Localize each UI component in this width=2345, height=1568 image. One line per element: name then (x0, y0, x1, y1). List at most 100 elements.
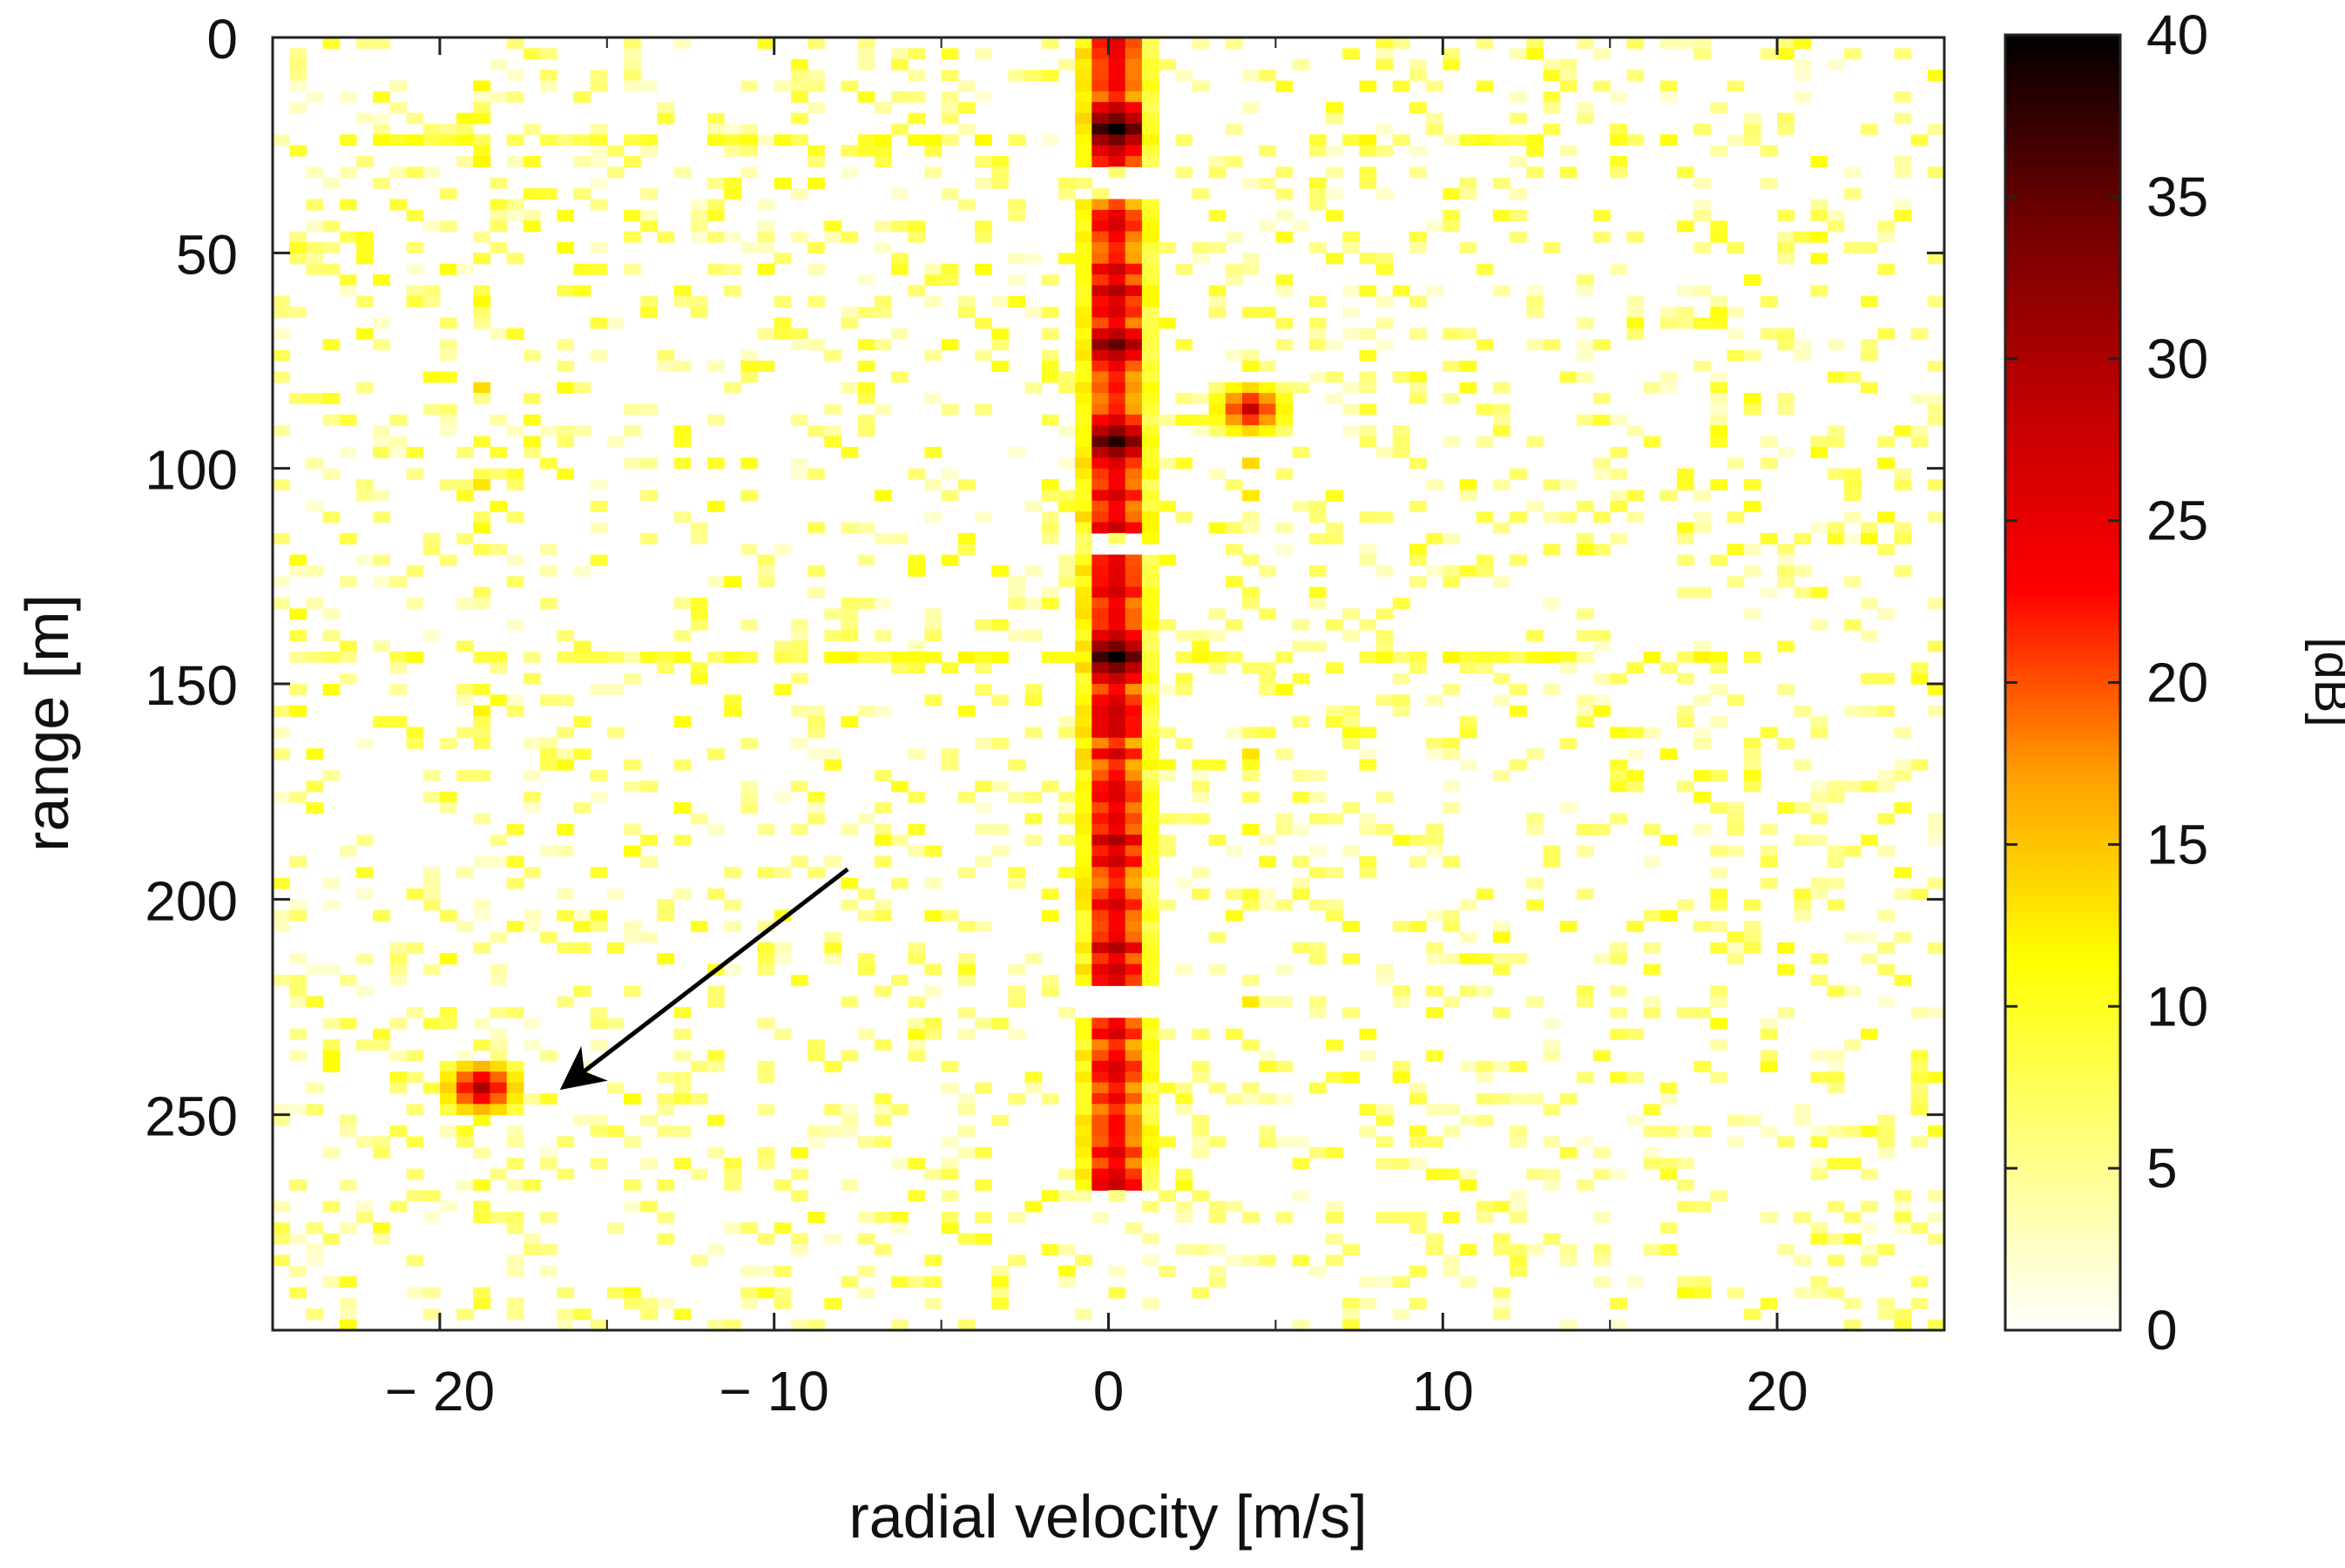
heatmap-cell (1610, 1007, 1627, 1018)
heatmap-cell (1861, 1125, 1878, 1137)
heatmap-cell (590, 479, 608, 490)
heatmap-cell (1259, 1125, 1276, 1137)
heatmap-cell (1459, 931, 1477, 943)
heatmap-cell (1492, 651, 1510, 663)
heatmap-cell (706, 1114, 725, 1126)
heatmap-cell (389, 651, 408, 663)
heatmap-cell (623, 37, 641, 49)
heatmap-cell (924, 1254, 943, 1267)
heatmap-cell (1342, 241, 1360, 253)
heatmap-cell (1459, 1114, 1477, 1126)
heatmap-cell (757, 1017, 775, 1030)
heatmap-cell (1242, 554, 1260, 566)
heatmap-cell (1676, 220, 1694, 233)
heatmap-cell (590, 684, 608, 695)
heatmap-cell (1375, 1276, 1394, 1288)
heatmap-cell (1041, 1092, 1059, 1105)
heatmap-cell (673, 361, 692, 372)
heatmap-cell (1024, 382, 1043, 394)
heatmap-cell (1443, 576, 1461, 588)
heatmap-cell (1426, 909, 1443, 922)
heatmap-cell (1409, 855, 1427, 868)
heatmap-cell (1610, 1071, 1627, 1084)
heatmap-cell (406, 295, 424, 308)
heatmap-cell (1292, 618, 1310, 631)
heatmap-cell (924, 651, 943, 663)
heatmap-cell (957, 963, 976, 976)
heatmap-cell (1125, 393, 1143, 405)
heatmap-cell (891, 1158, 909, 1170)
heatmap-cell (355, 156, 374, 167)
heatmap-cell (1175, 1244, 1193, 1256)
heatmap-cell (1108, 328, 1126, 340)
heatmap-cell (1877, 1114, 1896, 1126)
heatmap-cell (1091, 931, 1110, 943)
heatmap-cell (1292, 220, 1310, 233)
heatmap-cell (1075, 1136, 1092, 1148)
heatmap-cell (1091, 888, 1110, 900)
heatmap-cell (1359, 285, 1377, 297)
heatmap-cell (1359, 1028, 1377, 1040)
heatmap-cell (1108, 1190, 1126, 1202)
heatmap-cell (1275, 823, 1294, 835)
heatmap-cell (540, 598, 558, 610)
heatmap-cell (322, 963, 341, 976)
heatmap-cell (1375, 145, 1394, 157)
heatmap-cell (1342, 1297, 1360, 1309)
heatmap-cell (406, 468, 424, 480)
heatmap-cell (306, 1254, 324, 1267)
heatmap-cell (941, 1060, 959, 1072)
heatmap-cell (1125, 112, 1143, 125)
heatmap-cell (1325, 112, 1343, 125)
heatmap-cell (874, 909, 892, 922)
heatmap-cell (1108, 436, 1126, 448)
heatmap-cell (1710, 220, 1728, 233)
heatmap-cell (1141, 403, 1159, 416)
heatmap-cell (1075, 942, 1092, 954)
heatmap-cell (289, 791, 307, 803)
heatmap-cell (1242, 511, 1260, 524)
heatmap-cell (1710, 662, 1728, 674)
heatmap-cell (273, 1233, 290, 1245)
heatmap-cell (1626, 921, 1645, 933)
heatmap-cell (1091, 1071, 1110, 1084)
heatmap-cell (1108, 737, 1126, 749)
heatmap-cell (874, 802, 892, 814)
heatmap-cell (1543, 598, 1561, 610)
heatmap-cell (974, 156, 992, 167)
heatmap-cell (557, 1287, 575, 1299)
heatmap-cell (1125, 1114, 1143, 1126)
heatmap-cell (1275, 80, 1294, 92)
heatmap-cell (1576, 414, 1594, 426)
heatmap-cell (1409, 1136, 1427, 1148)
heatmap-cell (857, 888, 875, 900)
heatmap-cell (640, 457, 658, 470)
heatmap-cell (1426, 835, 1443, 847)
heatmap-cell (1075, 145, 1092, 157)
heatmap-cell (824, 748, 842, 760)
heatmap-cell (339, 274, 357, 287)
heatmap-cell (1141, 630, 1159, 642)
heatmap-cell (1141, 58, 1159, 71)
heatmap-cell (473, 1200, 491, 1213)
heatmap-cell (623, 263, 641, 275)
heatmap-cell (1409, 1092, 1427, 1105)
heatmap-cell (1108, 468, 1126, 480)
heatmap-cell (808, 813, 825, 825)
heatmap-cell (1108, 672, 1126, 685)
heatmap-cell (1910, 1222, 1929, 1234)
heatmap-cell (273, 371, 290, 383)
heatmap-cell (891, 1319, 909, 1330)
heatmap-cell (439, 403, 457, 416)
heatmap-cell (1041, 70, 1059, 82)
heatmap-cell (1643, 996, 1661, 1008)
heatmap-cell (1325, 371, 1343, 383)
heatmap-cell (1476, 953, 1494, 965)
heatmap-cell (1559, 145, 1578, 157)
heatmap-cell (322, 1276, 341, 1288)
heatmap-cell (1108, 37, 1126, 49)
heatmap-cell (473, 102, 491, 114)
heatmap-cell (1192, 769, 1210, 781)
heatmap-cell (1292, 446, 1310, 458)
